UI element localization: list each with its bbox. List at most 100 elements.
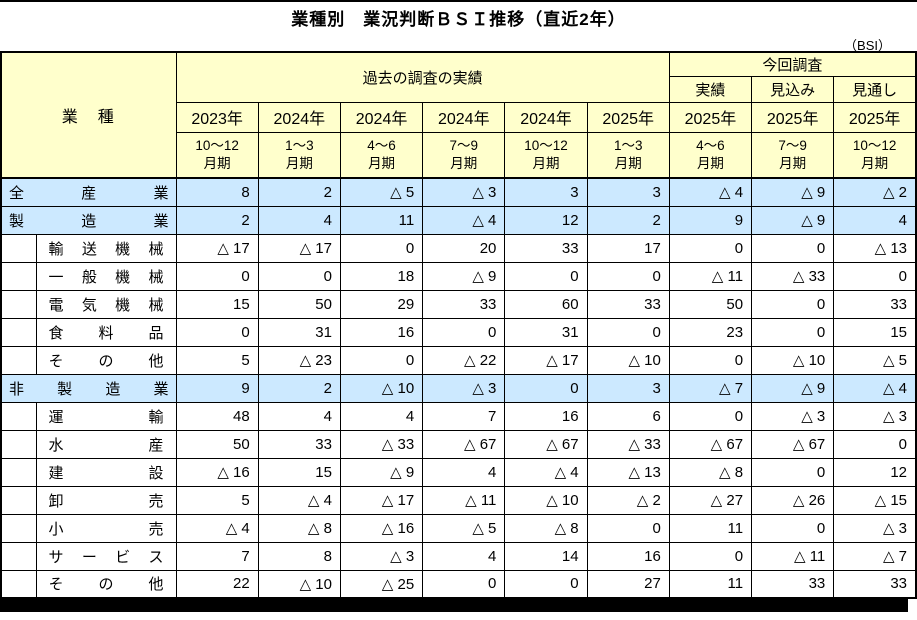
value-cell: △ 11: [751, 541, 835, 571]
value-cell: 33: [833, 569, 917, 599]
value-cell: 0: [751, 457, 835, 487]
value-cell: △ 16: [175, 457, 259, 487]
value-cell: △ 9: [751, 205, 835, 235]
year-header: 2023年: [175, 101, 259, 133]
value-cell: △ 10: [339, 373, 424, 403]
period-header: 4～6 月期: [339, 131, 424, 179]
value-cell: 2: [175, 205, 259, 235]
row-indent: [0, 457, 37, 487]
value-cell: 0: [751, 233, 835, 263]
value-cell: △ 9: [339, 457, 424, 487]
value-cell: 0: [422, 569, 506, 599]
value-cell: 0: [751, 513, 835, 543]
value-cell: △ 16: [339, 513, 424, 543]
table-row: 輸送機械 △ 17 △ 17 0 20 33 17 0 0 △ 13: [0, 233, 917, 263]
value-cell: 3: [504, 177, 588, 207]
row-indent: [0, 261, 37, 291]
value-cell: 0: [668, 233, 753, 263]
value-cell: △ 33: [586, 429, 670, 459]
row-indent: [0, 541, 37, 571]
row-label: 一般機械: [35, 261, 177, 291]
value-cell: 7: [422, 401, 506, 431]
value-cell: 0: [504, 373, 588, 403]
value-cell: △ 7: [668, 373, 753, 403]
value-cell: △ 13: [586, 457, 670, 487]
period-header: 7～9 月期: [422, 131, 506, 179]
value-cell: △ 15: [833, 485, 917, 515]
header-row-years: 2023年 2024年 2024年 2024年 2024年 2025年 2025年 2025年…: [1, 101, 917, 133]
value-cell: 0: [751, 289, 835, 319]
value-cell: △ 5: [422, 513, 506, 543]
period-header: 7～9 月期: [751, 131, 835, 179]
value-cell: 4: [339, 401, 424, 431]
value-cell: △ 26: [751, 485, 835, 515]
value-cell: △ 3: [833, 401, 917, 431]
value-cell: 9: [668, 205, 753, 235]
value-cell: △ 17: [339, 485, 424, 515]
value-cell: 33: [833, 289, 917, 319]
value-cell: 0: [668, 541, 753, 571]
value-cell: △ 67: [668, 429, 753, 459]
row-label: 食料品: [35, 317, 177, 347]
value-cell: 0: [257, 261, 341, 291]
row-label: 輸送機械: [35, 233, 177, 263]
value-cell: △ 10: [504, 485, 588, 515]
value-cell: 31: [257, 317, 341, 347]
value-cell: △ 7: [833, 541, 917, 571]
past-surveys-header: 過去の調査の実績: [175, 51, 670, 103]
value-cell: 0: [668, 345, 753, 375]
row-label: 運輸: [35, 401, 177, 431]
value-cell: △ 4: [422, 205, 506, 235]
header-row-sections: 業 種 過去の調査の実績 今回調査: [0, 51, 917, 179]
row-indent: [0, 289, 37, 319]
header-row-subheads: 実績 見込み 見通し: [1, 75, 917, 103]
row-indent: [0, 345, 37, 375]
value-cell: △ 11: [668, 261, 753, 291]
period-header: 1～3 月期: [257, 131, 341, 179]
value-cell: △ 9: [751, 177, 835, 207]
row-label: 全産業: [0, 177, 177, 207]
period-header: 10～12 月期: [175, 131, 259, 179]
year-header: 2024年: [504, 101, 588, 133]
value-cell: 17: [586, 233, 670, 263]
header-row-periods: 10～12 月期 1～3 月期 4～6 月期 7～9 月期 10～12 月期 1～3 月期 4～6 月期 7…: [1, 131, 917, 179]
table-row: 水産 50 33 △ 33 △ 67 △ 67 △ 33 △ 67 △ 67 0: [0, 429, 917, 459]
value-cell: △ 8: [504, 513, 588, 543]
period-header: 10～12 月期: [504, 131, 588, 179]
row-indent: [0, 233, 37, 263]
value-cell: △ 13: [833, 233, 917, 263]
period-header: 10～12 月期: [833, 131, 917, 179]
industry-header: 業 種: [0, 51, 177, 179]
table-row: 非製造業 9 2 △ 10 △ 3 0 3 △ 7 △ 9 △ 4: [0, 373, 917, 403]
value-cell: 0: [586, 261, 670, 291]
value-cell: 5: [175, 485, 259, 515]
value-cell: 12: [833, 457, 917, 487]
value-cell: 0: [586, 513, 670, 543]
value-cell: 15: [833, 317, 917, 347]
value-cell: 48: [175, 401, 259, 431]
value-cell: 16: [504, 401, 588, 431]
value-cell: △ 33: [339, 429, 424, 459]
value-cell: 0: [668, 401, 753, 431]
value-cell: 50: [175, 429, 259, 459]
value-cell: 7: [175, 541, 259, 571]
value-cell: △ 17: [175, 233, 259, 263]
value-cell: 33: [751, 569, 835, 599]
value-cell: △ 8: [668, 457, 753, 487]
value-cell: △ 4: [257, 485, 341, 515]
value-cell: △ 4: [175, 513, 259, 543]
value-cell: △ 67: [504, 429, 588, 459]
table-row: 卸売 5 △ 4 △ 17 △ 11 △ 10 △ 2 △ 27 △ 26 △ 15: [0, 485, 917, 515]
value-cell: 15: [175, 289, 259, 319]
row-indent: [0, 513, 37, 543]
value-cell: 0: [833, 261, 917, 291]
row-label: 卸売: [35, 485, 177, 515]
year-header: 2025年: [586, 101, 670, 133]
current-subheader: 実績: [668, 75, 753, 103]
value-cell: 14: [504, 541, 588, 571]
current-subheader: 見込み: [751, 75, 835, 103]
current-subheader: 見通し: [833, 75, 917, 103]
value-cell: △ 3: [833, 513, 917, 543]
value-cell: 16: [339, 317, 424, 347]
